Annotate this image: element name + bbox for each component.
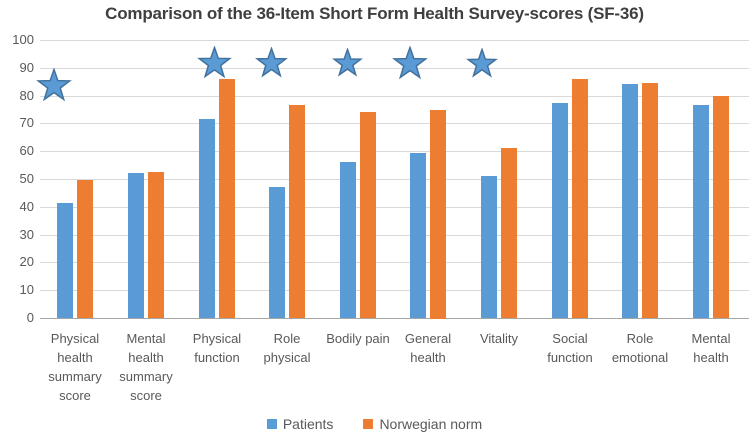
- bar-norwegian-norm: [713, 96, 729, 318]
- y-tick-label: 10: [19, 282, 34, 297]
- gridline: [40, 290, 749, 291]
- y-tick-label: 50: [19, 171, 34, 186]
- x-category-label: Role emotional: [611, 331, 669, 365]
- bar-patients: [340, 162, 356, 318]
- bar-patients: [481, 176, 497, 318]
- x-category-label: Social function: [547, 331, 593, 365]
- patients-swatch-icon: [266, 419, 277, 429]
- chart-title: Comparison of the 36-Item Short Form Hea…: [105, 4, 644, 23]
- bar-norwegian-norm: [430, 110, 446, 319]
- y-tick-label: 70: [19, 115, 34, 130]
- gridline: [40, 207, 749, 208]
- legend-label: Norwegian norm: [379, 416, 483, 432]
- x-category-label: Vitality: [479, 331, 519, 346]
- bar-patients: [269, 187, 285, 318]
- x-category-label: Physical function: [192, 331, 242, 365]
- legend-item-patients: Patients: [266, 416, 334, 432]
- y-tick-label: 80: [19, 88, 34, 103]
- bar-patients: [199, 119, 215, 318]
- bar-patients: [57, 203, 73, 318]
- significance-star-icon: [255, 47, 288, 78]
- significance-star-icon: [466, 48, 498, 78]
- significance-star-icon: [36, 68, 72, 102]
- gridline: [40, 123, 749, 124]
- bar-norwegian-norm: [360, 112, 376, 318]
- legend: Patients Norwegian norm: [0, 416, 749, 432]
- bar-norwegian-norm: [289, 105, 305, 318]
- significance-star-icon: [392, 46, 428, 80]
- x-axis-line: [40, 318, 749, 319]
- x-category-label: Role physical: [263, 331, 311, 365]
- gridline: [40, 262, 749, 263]
- gridline: [40, 235, 749, 236]
- y-tick-label: 40: [19, 199, 34, 214]
- bar-norwegian-norm: [219, 79, 235, 318]
- legend-item-norwegian-norm: Norwegian norm: [363, 416, 482, 432]
- y-tick-label: 0: [26, 310, 34, 325]
- bar-norwegian-norm: [501, 148, 517, 318]
- y-tick-label: 90: [19, 60, 34, 75]
- y-tick-label: 100: [12, 32, 34, 47]
- bar-norwegian-norm: [148, 172, 164, 318]
- y-tick-label: 30: [19, 227, 34, 242]
- gridline: [40, 96, 749, 97]
- bar-patients: [552, 103, 568, 318]
- gridline: [40, 40, 749, 41]
- x-category-label: General health: [404, 331, 452, 365]
- norwegian-norm-swatch-icon: [363, 419, 374, 429]
- significance-star-icon: [197, 46, 232, 79]
- bar-norwegian-norm: [77, 180, 93, 318]
- bar-norwegian-norm: [572, 79, 588, 318]
- significance-star-icon: [332, 48, 363, 77]
- legend-label: Patients: [282, 416, 334, 432]
- gridline: [40, 179, 749, 180]
- y-tick-label: 60: [19, 143, 34, 158]
- x-category-label: Mental health summary score: [119, 331, 173, 403]
- y-tick-label: 20: [19, 254, 34, 269]
- gridline: [40, 68, 749, 69]
- bar-patients: [410, 153, 426, 318]
- bar-norwegian-norm: [642, 83, 658, 318]
- bar-patients: [693, 105, 709, 318]
- x-category-label: Physical health summary score: [48, 331, 102, 403]
- bar-patients: [622, 84, 638, 318]
- x-category-label: Bodily pain: [326, 331, 390, 346]
- bar-patients: [128, 173, 144, 318]
- gridline: [40, 151, 749, 152]
- x-category-label: Mental health: [691, 331, 731, 365]
